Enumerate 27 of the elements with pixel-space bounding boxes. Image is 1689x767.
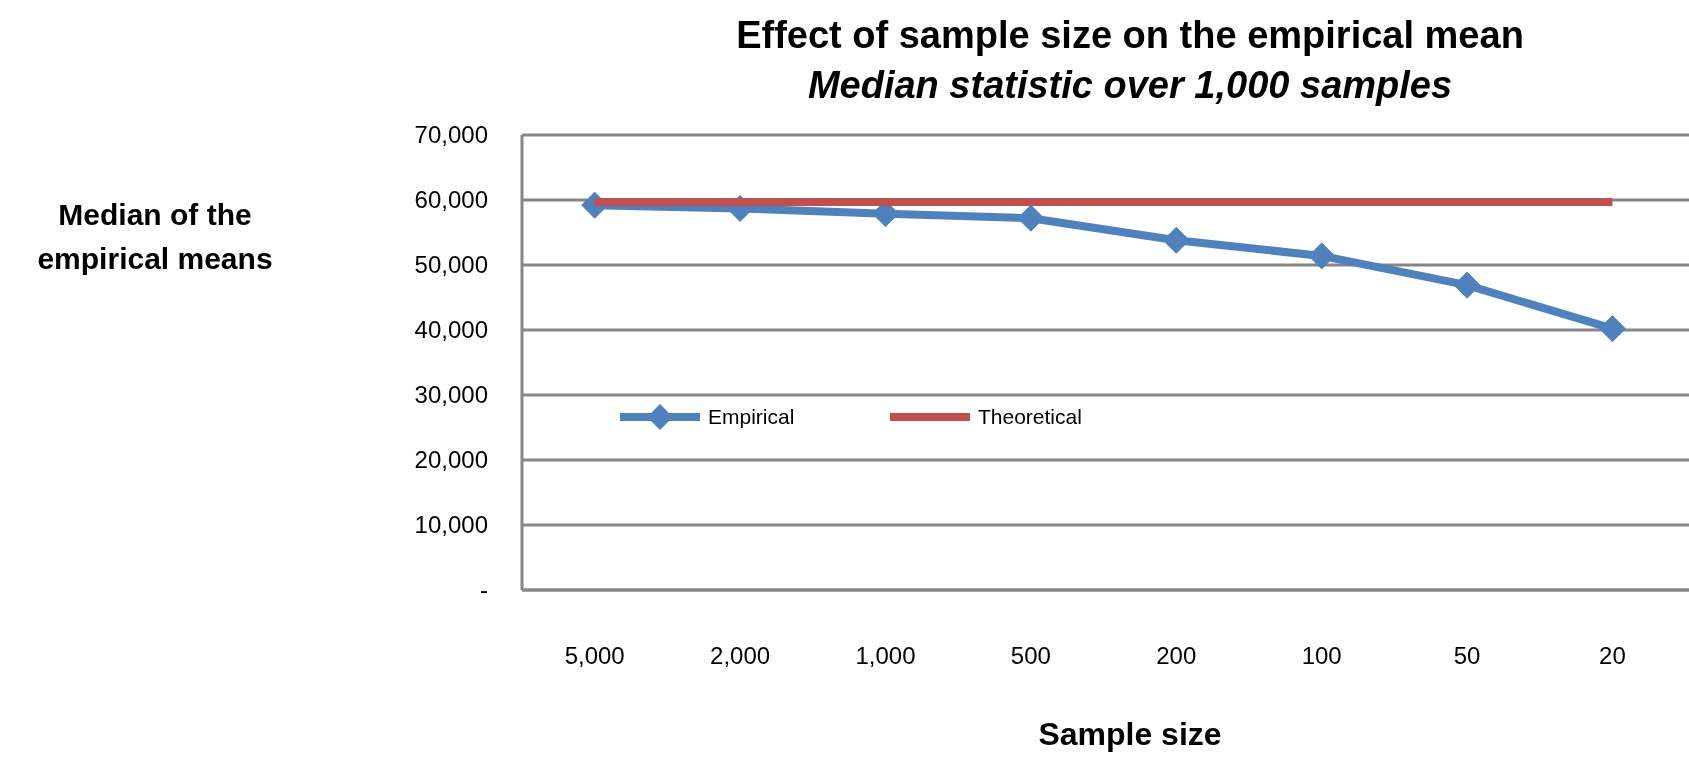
- point: [1598, 315, 1626, 343]
- point: [1453, 271, 1481, 299]
- y-tick-label: 20,000: [414, 446, 488, 474]
- y-tick-label: -: [480, 576, 488, 604]
- x-tick-label: 100: [1301, 642, 1342, 669]
- x-tick-label: 50: [1453, 642, 1481, 669]
- chart-title: Effect of sample size on the empirical mean: [736, 14, 1524, 56]
- chart-subtitle: Median statistic over 1,000 samples: [807, 64, 1453, 106]
- point: [1162, 226, 1190, 254]
- legend-label: Theoretical: [978, 405, 1082, 429]
- y-tick-label: 10,000: [414, 511, 488, 539]
- x-tick-label: 2,000: [710, 642, 771, 669]
- y-tick-label: 40,000: [414, 316, 488, 344]
- y-tick-label: 70,000: [414, 121, 488, 149]
- x-tick-label: 1,000: [855, 642, 916, 669]
- point: [1017, 204, 1045, 232]
- legend-label: Empirical: [708, 405, 795, 429]
- x-tick-label: 20: [1599, 642, 1626, 669]
- point: [1308, 242, 1336, 270]
- x-tick-label: 5,000: [564, 642, 625, 669]
- y-tick-label: 60,000: [414, 186, 488, 214]
- x-axis-title: Sample size: [1038, 716, 1222, 752]
- y-tick-label: 50,000: [414, 251, 488, 279]
- x-tick-label: 200: [1156, 642, 1197, 669]
- y-tick-label: 30,000: [414, 381, 488, 409]
- x-tick-label: 500: [1010, 642, 1051, 669]
- y-axis-title: Median of the empirical means: [37, 198, 273, 275]
